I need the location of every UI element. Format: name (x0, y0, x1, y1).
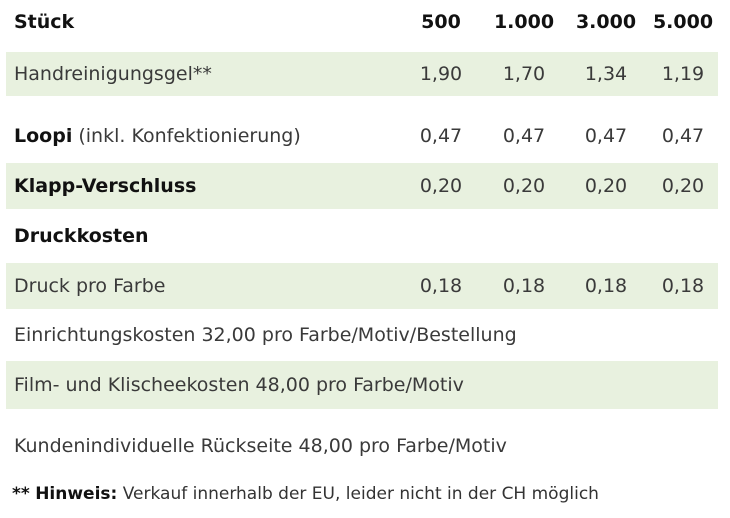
footnote-text: Verkauf innerhalb der EU, leider nicht i… (117, 484, 599, 504)
price-cell: 0,18 (502, 275, 546, 297)
row-label: Film- und Klischeekosten 48,00 pro Farbe… (14, 374, 464, 396)
row-label: Loopi (inkl. Konfektionierung) (14, 114, 301, 158)
quantity-3000: 3.000 (575, 11, 637, 33)
footnote-marker: ** (12, 484, 30, 504)
row-label-bold: Loopi (14, 125, 73, 147)
quantity-5000: 5.000 (652, 11, 714, 33)
footnote: ** Hinweis: Verkauf innerhalb der EU, le… (12, 484, 599, 504)
table-row: Einrichtungskosten 32,00 pro Farbe/Motiv… (6, 313, 718, 357)
price-cell: 0,20 (584, 175, 628, 197)
price-cell: 1,34 (584, 63, 628, 85)
table-header: Stück 500 1.000 3.000 5.000 (6, 0, 718, 44)
quantity-1000: 1.000 (493, 11, 555, 33)
price-cell: 0,47 (419, 125, 463, 147)
table-row: Loopi (inkl. Konfektionierung) 0,47 0,47… (6, 114, 718, 158)
table-row: Film- und Klischeekosten 48,00 pro Farbe… (6, 361, 718, 409)
row-label: Einrichtungskosten 32,00 pro Farbe/Motiv… (14, 324, 517, 346)
table-row: Klapp-Verschluss 0,20 0,20 0,20 0,20 (6, 163, 718, 209)
table-row: Kundenindividuelle Rückseite 48,00 pro F… (6, 424, 718, 468)
section-heading: Druckkosten (6, 214, 718, 258)
price-cell: 0,18 (584, 275, 628, 297)
price-cell: 0,18 (661, 275, 705, 297)
row-label: Klapp-Verschluss (14, 175, 197, 197)
price-cell: 0,47 (502, 125, 546, 147)
price-cell: 0,47 (661, 125, 705, 147)
price-cell: 0,20 (661, 175, 705, 197)
price-cell: 1,70 (502, 63, 546, 85)
header-label: Stück (14, 11, 75, 33)
row-label: Druck pro Farbe (14, 275, 166, 297)
table-row: Handreinigungsgel** 1,90 1,70 1,34 1,19 (6, 52, 718, 96)
price-cell: 0,20 (502, 175, 546, 197)
row-label: Kundenindividuelle Rückseite 48,00 pro F… (14, 435, 507, 457)
footnote-title: Hinweis: (35, 484, 118, 504)
price-cell: 0,47 (584, 125, 628, 147)
row-label-note: (inkl. Konfektionierung) (72, 125, 301, 147)
quantity-500: 500 (421, 11, 461, 33)
price-cell: 1,90 (419, 63, 463, 85)
price-cell: 0,20 (419, 175, 463, 197)
table-row: Druck pro Farbe 0,18 0,18 0,18 0,18 (6, 263, 718, 309)
section-title: Druckkosten (14, 225, 149, 247)
row-label: Handreinigungsgel** (14, 63, 212, 85)
price-cell: 1,19 (661, 63, 705, 85)
price-cell: 0,18 (419, 275, 463, 297)
